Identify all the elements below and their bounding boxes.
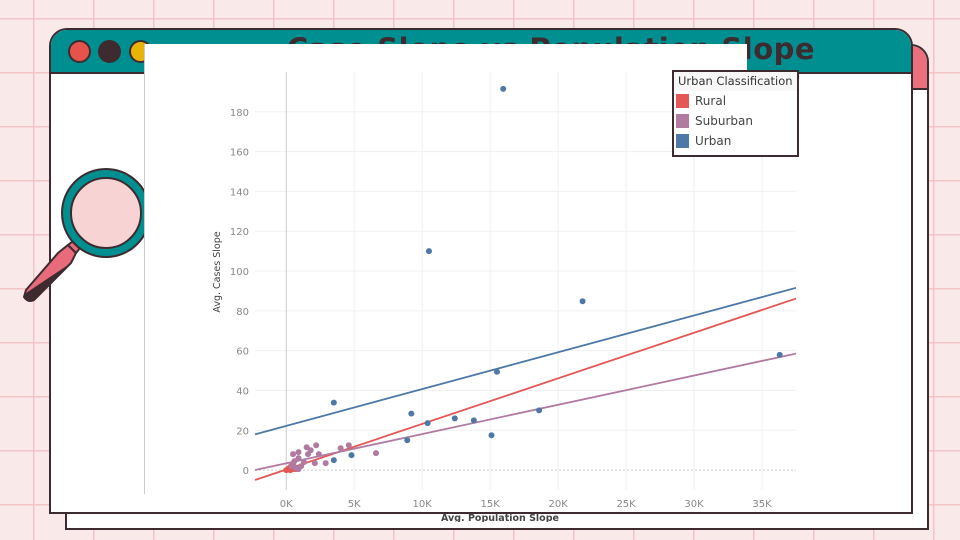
data-point-suburban	[298, 463, 305, 470]
y-tick-label: 80	[236, 307, 249, 318]
data-point-urban	[408, 410, 415, 417]
y-tick-label: 160	[230, 148, 249, 159]
y-tick-label: 120	[230, 227, 249, 238]
legend-item-suburban[interactable]: Suburban	[674, 111, 797, 131]
data-point-urban	[776, 351, 783, 358]
data-point-urban	[579, 298, 586, 305]
data-point-urban	[488, 432, 495, 439]
trend-line-suburban	[254, 352, 796, 471]
legend-swatch	[676, 134, 689, 148]
data-point-urban	[451, 415, 458, 422]
x-tick-label: 5K	[348, 499, 361, 510]
close-button[interactable]	[68, 40, 91, 63]
x-tick-label: 15K	[481, 499, 501, 510]
data-point-urban	[500, 85, 507, 92]
data-point-suburban	[315, 451, 322, 458]
x-tick-label: 0K	[280, 499, 293, 510]
x-tick-label: 30K	[684, 499, 704, 510]
data-point-urban	[536, 407, 543, 414]
data-point-urban	[330, 399, 337, 406]
data-point-urban	[348, 452, 355, 459]
data-point-urban	[425, 248, 432, 255]
x-axis-label: Avg. Population Slope	[441, 513, 559, 522]
data-point-urban	[424, 420, 431, 427]
legend-item-rural[interactable]: Rural	[674, 91, 797, 111]
legend-swatch	[676, 94, 689, 108]
data-point-suburban	[322, 460, 329, 467]
data-point-suburban	[295, 449, 302, 456]
x-tick-label: 35K	[752, 499, 772, 510]
legend-label: Rural	[695, 94, 727, 108]
y-tick-label: 180	[230, 108, 249, 119]
data-point-suburban	[305, 451, 312, 458]
y-tick-label: 100	[230, 267, 249, 278]
minimize-button[interactable]	[98, 40, 121, 63]
data-point-suburban	[290, 451, 297, 458]
magnifying-glass-icon	[22, 168, 151, 302]
data-point-suburban	[372, 450, 379, 457]
data-point-suburban	[292, 465, 299, 472]
y-axis-label: Avg. Cases Slope	[212, 231, 223, 312]
data-point-suburban	[337, 445, 344, 452]
x-tick-label: 10K	[413, 499, 433, 510]
data-point-suburban	[313, 442, 320, 449]
y-tick-label: 40	[236, 386, 249, 397]
data-point-urban	[493, 368, 500, 375]
data-point-urban	[470, 417, 477, 424]
legend-item-urban[interactable]: Urban	[674, 131, 797, 151]
scatter-chart: 0 20 40 60 80 100 120 140 160 180 0K 5K 10K 15K 20K 25K…	[212, 72, 796, 522]
legend-title: Urban Classification	[674, 72, 797, 91]
legend-swatch	[676, 114, 689, 128]
data-point-urban	[330, 457, 337, 464]
legend-label: Urban	[695, 134, 732, 148]
x-tick-label: 25K	[616, 499, 636, 510]
y-tick-label: 20	[236, 426, 249, 437]
legend: Urban Classification Rural Suburban Urba…	[672, 70, 799, 157]
trend-line-urban	[254, 286, 796, 436]
y-tick-label: 0	[243, 466, 249, 477]
y-tick-label: 140	[230, 187, 249, 198]
data-point-suburban	[291, 458, 298, 465]
data-point-urban	[404, 437, 411, 444]
data-point-suburban	[345, 442, 352, 449]
chart-panel	[144, 44, 747, 494]
legend-label: Suburban	[695, 114, 753, 128]
data-point-suburban	[311, 460, 318, 467]
x-tick-label: 20K	[548, 499, 568, 510]
y-tick-label: 60	[236, 347, 249, 358]
